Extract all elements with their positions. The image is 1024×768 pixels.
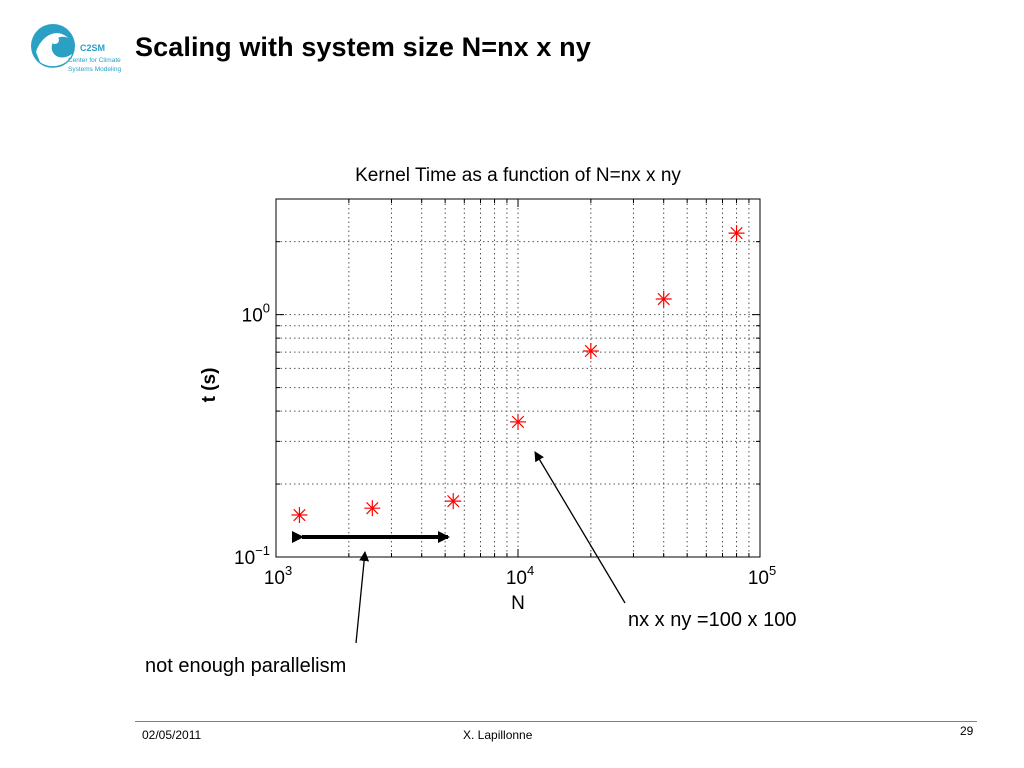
x-axis-label: N <box>511 593 525 614</box>
footer-author: X. Lapillonne <box>463 728 533 742</box>
chart-tick-labels: 103 104 105 10−1 100 <box>234 301 776 589</box>
footer-date: 02/05/2011 <box>142 728 202 742</box>
chart-title: Kernel Time as a function of N=nx x ny <box>355 165 681 186</box>
footer-page-number: 29 <box>960 724 974 738</box>
point-pointer-arrow <box>534 451 626 604</box>
data-point <box>510 413 526 430</box>
data-point <box>728 225 745 242</box>
annotation-point-text: nx x ny =100 x 100 <box>628 609 797 631</box>
logo-brand-line-2: Center for Climate <box>68 57 121 64</box>
plot-frame <box>275 198 761 558</box>
chart-grid <box>276 199 760 557</box>
parallelism-pointer-arrow <box>355 551 370 644</box>
annotation-parallelism-text: not enough parallelism <box>145 655 347 677</box>
logo-brand-line-1: C2SM <box>80 43 105 53</box>
slide-title: Scaling with system size N=nx x ny <box>135 32 591 62</box>
y-axis-label: t (s) <box>199 368 220 403</box>
chart-points <box>291 225 745 524</box>
data-point <box>291 507 308 524</box>
annotation-arrows <box>292 451 626 644</box>
data-point <box>655 291 672 308</box>
data-point <box>445 493 462 510</box>
y-tick-label: 10−1 <box>234 543 270 569</box>
x-tick-label: 103 <box>264 563 292 589</box>
logo-brand-line-3: Systems Modeling <box>68 66 121 73</box>
data-point <box>582 342 599 359</box>
chart-ticks <box>275 198 760 558</box>
c2sm-logo: C2SM Center for Climate Systems Modeling <box>31 24 121 73</box>
x-tick-label: 104 <box>506 563 534 589</box>
x-tick-label: 105 <box>748 563 776 589</box>
c2sm-wave-logo-icon <box>31 24 75 70</box>
footer-divider <box>135 721 977 722</box>
y-tick-label: 100 <box>242 301 270 327</box>
data-point <box>364 500 381 517</box>
